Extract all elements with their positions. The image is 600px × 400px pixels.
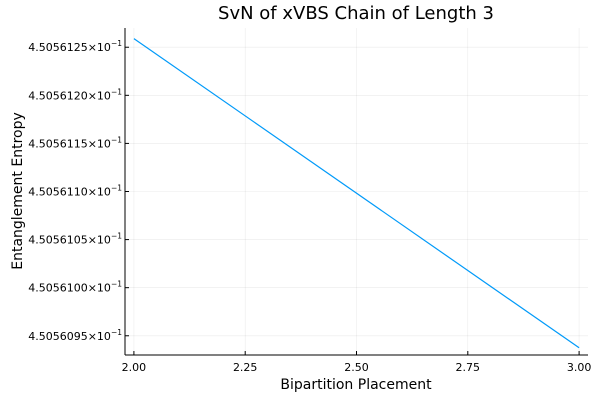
y-tick-label: 4.5056120×10−1 <box>28 87 122 102</box>
x-tick-label: 2.75 <box>456 361 481 374</box>
chart-title: SvN of xVBS Chain of Length 3 <box>218 3 494 24</box>
y-tick-label: 4.5056095×10−1 <box>28 328 122 343</box>
y-axis-label: Entanglement Entropy <box>10 112 26 270</box>
x-tick-label: 2.50 <box>344 361 369 374</box>
x-axis-label: Bipartition Placement <box>280 377 432 393</box>
grid-layer <box>125 28 588 355</box>
y-tick-label: 4.5056105×10−1 <box>28 232 122 247</box>
tick-layer: 2.00 2.25 2.50 2.75 3.00 4.5056095×10−1 4.5056… <box>28 39 591 374</box>
y-tick-label: 4.5056115×10−1 <box>28 135 122 150</box>
x-tick-label: 2.00 <box>122 361 147 374</box>
y-tick-label: 4.5056125×10−1 <box>28 39 122 54</box>
y-tick-label: 4.5056110×10−1 <box>28 184 122 199</box>
y-tick-label: 4.5056100×10−1 <box>28 280 122 295</box>
series-line <box>133 38 580 349</box>
x-tick-label: 2.25 <box>233 361 258 374</box>
series-layer <box>133 38 580 349</box>
x-tick-label: 3.00 <box>567 361 592 374</box>
